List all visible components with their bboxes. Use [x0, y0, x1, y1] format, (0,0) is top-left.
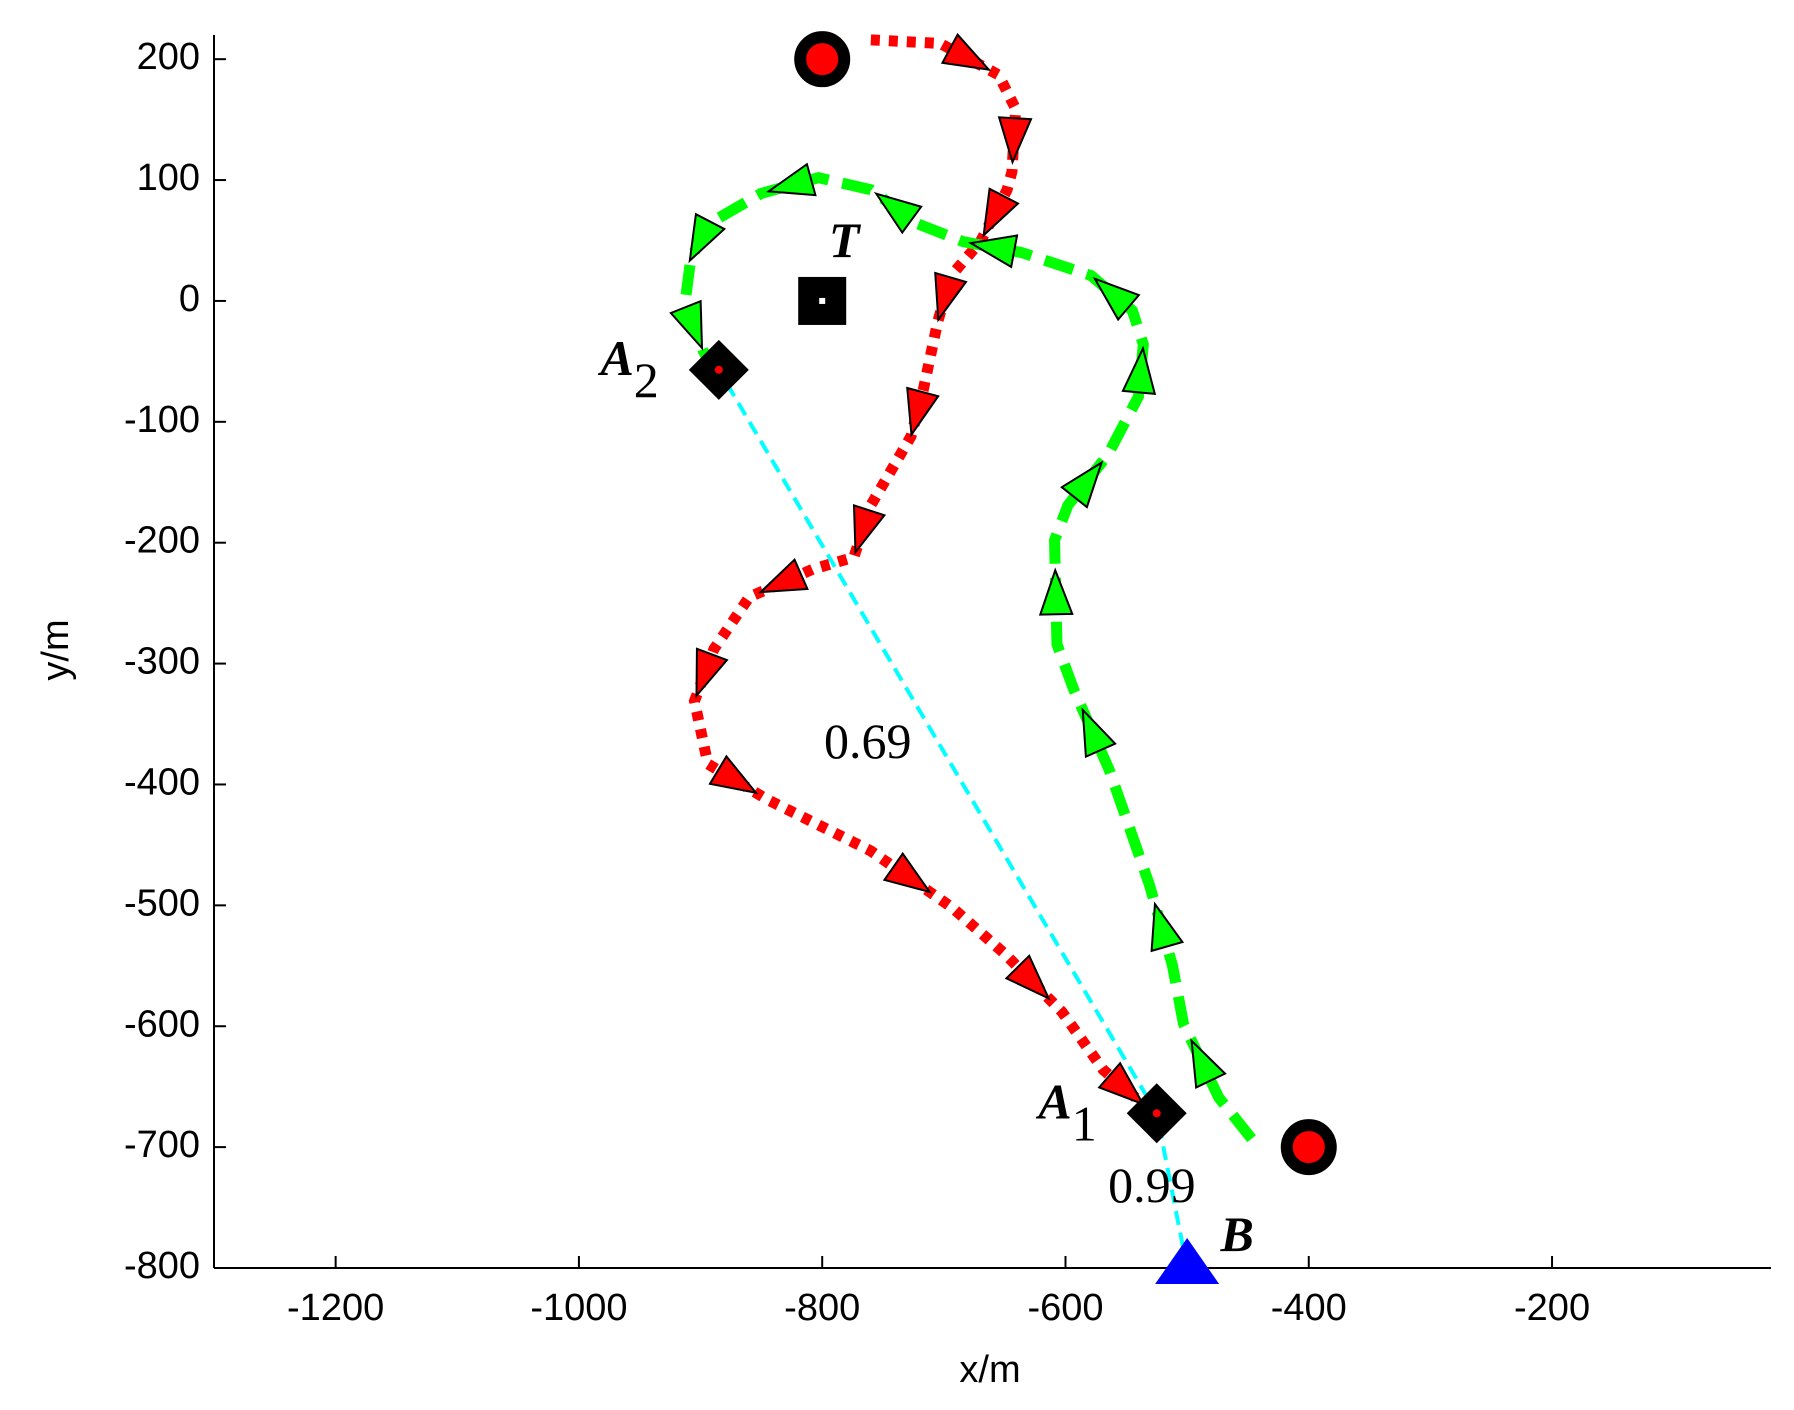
point-label-main: B	[1219, 1206, 1253, 1262]
x-tick-label: -1000	[530, 1287, 627, 1329]
direction-arrow	[695, 647, 729, 699]
y-tick-label: 100	[137, 157, 200, 199]
y-tick-label: -800	[124, 1245, 200, 1287]
y-tick-label: -100	[124, 399, 200, 441]
direction-arrow	[765, 162, 817, 197]
y-tick-label: -700	[124, 1124, 200, 1166]
trajectory	[679, 171, 1256, 1143]
direction-arrow	[1081, 707, 1117, 759]
direction-arrow	[967, 234, 1019, 269]
direction-arrow	[669, 299, 704, 351]
y-tick-label: -400	[124, 762, 200, 804]
y-tick-label: -500	[124, 882, 200, 924]
x-tick-label: -600	[1027, 1287, 1103, 1329]
point-label-sub: 2	[634, 352, 659, 408]
direction-arrow	[997, 116, 1033, 166]
point-label: T	[829, 212, 862, 268]
y-tick-label: 0	[179, 278, 200, 320]
point-label: B	[1219, 1206, 1253, 1262]
direction-arrow	[1060, 460, 1104, 509]
direction-arrow	[1092, 276, 1141, 322]
anchor-dot	[1152, 1109, 1161, 1118]
y-tick-label: 200	[137, 36, 200, 78]
link-line	[717, 368, 1190, 1269]
direction-arrow	[873, 191, 923, 235]
link-label: 0.69	[824, 713, 912, 769]
y-tick-label: -300	[124, 641, 200, 683]
y-axis-label: y/m	[35, 619, 77, 680]
target-dot	[819, 297, 826, 304]
y-tick-label: -600	[124, 1003, 200, 1045]
point-label: A2	[597, 330, 658, 408]
x-tick-label: -800	[784, 1287, 860, 1329]
direction-arrow	[1097, 1061, 1146, 1106]
point-label-main: T	[829, 212, 862, 268]
direction-arrow	[688, 212, 727, 264]
start-marker	[1280, 1119, 1337, 1176]
direction-arrow	[982, 187, 1020, 238]
direction-arrow	[758, 557, 809, 594]
x-tick-label: -200	[1514, 1287, 1590, 1329]
direction-arrow	[934, 271, 968, 323]
direction-arrow	[940, 32, 992, 71]
direction-arrow	[852, 503, 887, 555]
direction-arrow	[1121, 345, 1157, 395]
direction-arrow	[1038, 567, 1074, 616]
point-label-main: A	[597, 330, 633, 386]
direction-arrow	[1004, 954, 1051, 1001]
point-label-sub: 1	[1072, 1096, 1097, 1152]
x-tick-label: -400	[1271, 1287, 1347, 1329]
base-marker	[1155, 1238, 1220, 1284]
x-axis-label: x/m	[959, 1349, 1020, 1391]
start-marker	[794, 31, 851, 88]
direction-arrow	[882, 851, 933, 894]
direction-arrow	[1150, 901, 1185, 953]
y-tick-label: -200	[124, 520, 200, 562]
direction-arrow	[906, 386, 940, 438]
point-label-main: A	[1035, 1074, 1071, 1130]
direction-arrow	[1190, 1038, 1227, 1089]
x-tick-label: -1200	[287, 1287, 384, 1329]
link-label: 0.99	[1108, 1157, 1196, 1213]
anchor-dot	[714, 365, 723, 374]
point-label: A1	[1035, 1074, 1096, 1152]
direction-arrow	[708, 754, 759, 795]
trajectory	[688, 34, 1154, 1114]
